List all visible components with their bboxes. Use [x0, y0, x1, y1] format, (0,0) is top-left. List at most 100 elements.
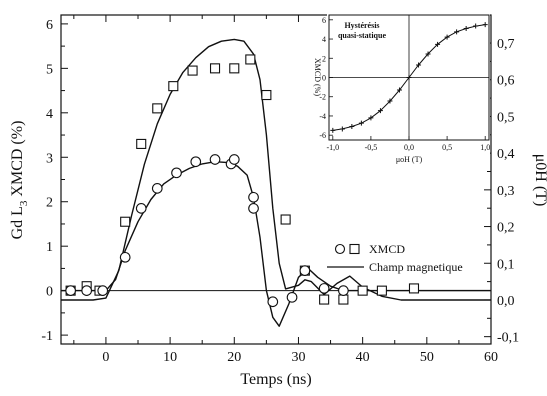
circle-point — [65, 285, 76, 296]
circle-point — [267, 296, 279, 308]
y2-tick-label: 0,1 — [497, 257, 515, 272]
inset-background — [327, 14, 490, 159]
circle-point — [190, 156, 202, 168]
y2-tick-label: 0,0 — [497, 294, 515, 309]
inset-chart: -1,0 -0,5 0,0 0,5 1,0 -6 -4 -2 0 2 4 6 Hystérésis q… — [313, 14, 490, 164]
main-series-group — [61, 38, 491, 327]
circle-point — [248, 191, 259, 203]
hysteresis-point — [339, 126, 345, 132]
inset-y-tick-label: -6 — [319, 131, 326, 140]
magnetic-field-line — [61, 38, 491, 301]
square-point — [187, 65, 198, 76]
square-point — [136, 138, 147, 149]
square-point — [319, 294, 330, 305]
xmcd-fit-line — [61, 160, 491, 327]
y2-tick-label: 0,5 — [497, 110, 515, 125]
x-tick-label: 10 — [163, 350, 177, 365]
square-point — [245, 54, 256, 65]
y-axis-label-sub: 3 — [18, 200, 30, 206]
inset-title-line2: quasi-statique — [338, 31, 386, 40]
x-tick-label: 60 — [484, 350, 498, 365]
hysteresis-point — [435, 41, 441, 47]
inset-y-tick-label: -4 — [319, 112, 326, 121]
square-point — [338, 294, 349, 305]
y-tick-label: 5 — [46, 62, 53, 77]
hysteresis-point — [368, 115, 374, 121]
circle-point — [228, 154, 240, 165]
hysteresis-point — [416, 62, 422, 68]
y2-tick-label: 0,6 — [497, 74, 515, 89]
main-ticks-group: 0 10 20 30 40 50 60-10123456-0,10,00,10,20,30,… — [41, 15, 519, 365]
inset-series-group — [330, 22, 488, 133]
hysteresis-point — [377, 108, 383, 114]
circle-point — [209, 154, 221, 165]
inset-y-tick-label: 0 — [322, 74, 326, 83]
square-point — [229, 63, 240, 74]
square-point — [261, 89, 272, 101]
hysteresis-point — [387, 98, 393, 104]
inset-ticks-group: -1,0 -0,5 0,0 0,5 1,0 -6 -4 -2 0 2 4 6 — [319, 16, 490, 152]
hysteresis-point — [454, 29, 460, 35]
x-tick-label: 20 — [227, 350, 241, 365]
hysteresis-point — [482, 22, 488, 28]
y-axis-label-main: Gd L — [9, 206, 26, 239]
x-tick-label: 50 — [420, 350, 434, 365]
hysteresis-point — [406, 75, 412, 80]
inset-y-axis-label: XMCD (%) — [313, 58, 322, 96]
hysteresis-point — [349, 124, 355, 130]
y-axis-label: Gd L3 XMCD (%) — [9, 121, 30, 240]
square-point — [408, 283, 420, 294]
y2-tick-label: 0,3 — [497, 184, 515, 199]
y2-tick-label: 0,2 — [497, 221, 515, 236]
square-point — [376, 285, 387, 296]
circle-point — [171, 167, 182, 179]
inset-x-tick-label: 0,5 — [442, 143, 452, 152]
circle-point — [248, 203, 259, 214]
x-tick-label: 30 — [291, 350, 305, 365]
inset-y-tick-label: 6 — [322, 16, 326, 25]
square-point — [120, 216, 131, 227]
y-tick-label: 0 — [46, 285, 53, 300]
inset-y-tick-label: -2 — [319, 93, 326, 102]
y2-tick-label: 0,4 — [497, 147, 515, 162]
legend-square-marker — [349, 243, 360, 255]
circle-point — [318, 283, 330, 294]
inset-x-tick-label: -1,0 — [326, 143, 339, 152]
circle-point — [119, 251, 131, 263]
y2-tick-label: 0,7 — [497, 37, 515, 52]
inset-x-tick-label: -0,5 — [365, 143, 378, 152]
y-tick-label: -1 — [41, 329, 53, 344]
legend-line-label: Champ magnetique — [369, 260, 463, 274]
square-point — [209, 63, 221, 74]
circle-point — [299, 265, 311, 276]
circle-point — [286, 291, 298, 303]
hysteresis-point — [463, 25, 469, 31]
inset-y-tick-label: 2 — [322, 54, 326, 63]
legend: XMCD Champ magnetique — [327, 242, 463, 274]
y2-tick-label: -0,1 — [497, 331, 519, 346]
circle-point — [338, 285, 349, 296]
circle-point — [81, 285, 93, 296]
y-tick-label: 3 — [46, 151, 53, 166]
legend-xmcd-label: XMCD — [369, 242, 405, 256]
square-point — [280, 214, 291, 225]
x-tick-label: 0 — [102, 350, 109, 365]
hysteresis-point — [473, 23, 479, 29]
inset-x-tick-label: 0,0 — [404, 143, 414, 152]
y-tick-label: 2 — [46, 196, 53, 211]
circle-point — [97, 285, 109, 296]
inset-title-line1: Hystérésis — [344, 21, 379, 30]
hysteresis-point — [358, 120, 364, 126]
circle-point — [135, 203, 147, 214]
inset-x-tick-label: 1,0 — [480, 143, 490, 152]
y-tick-label: 4 — [46, 107, 53, 122]
circle-point — [151, 183, 163, 194]
square-point — [168, 81, 179, 92]
hysteresis-point — [444, 34, 450, 40]
y-tick-label: 1 — [46, 240, 53, 255]
hysteresis-point — [425, 51, 431, 57]
legend-circle-marker — [334, 243, 346, 255]
hysteresis-point — [396, 87, 402, 93]
